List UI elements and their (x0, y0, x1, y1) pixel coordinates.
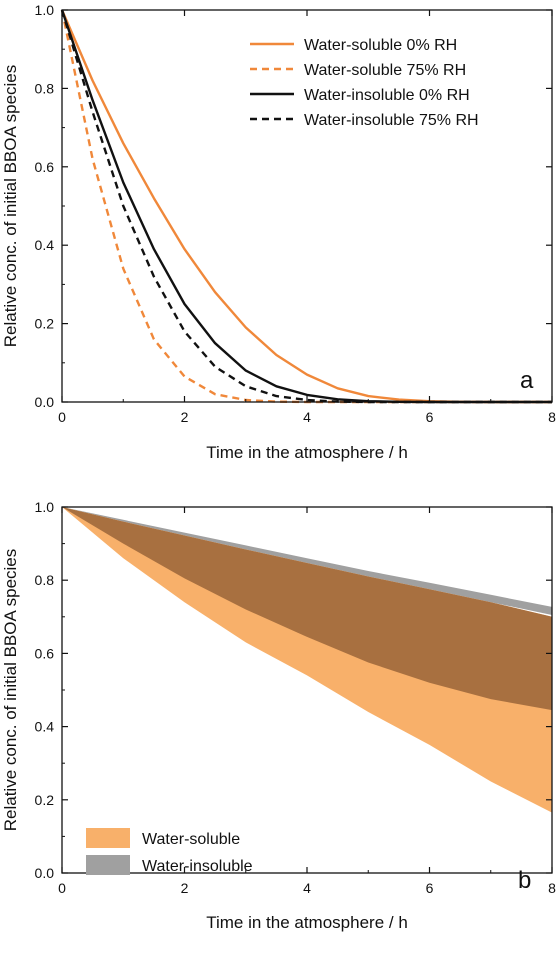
legend-label-1: Water-soluble 75% RH (304, 62, 466, 79)
x-tick-label: 2 (181, 409, 189, 425)
y-tick-label: 0.4 (35, 237, 55, 253)
panel-label: a (520, 367, 534, 394)
legend-label-0: Water-soluble 0% RH (304, 37, 457, 54)
x-tick-label: 2 (181, 880, 189, 896)
x-axis-title: Time in the atmosphere / h (206, 913, 408, 932)
legend-label-0: Water-insoluble (142, 858, 253, 875)
area-band-1 (62, 507, 552, 813)
x-tick-label: 4 (303, 409, 311, 425)
area-band-0 (62, 507, 552, 615)
y-axis-title: Relative conc. of initial BBOA species (1, 549, 20, 832)
x-axis-title: Time in the atmosphere / h (206, 443, 408, 462)
x-tick-label: 0 (58, 880, 66, 896)
legend-label-1: Water-soluble (142, 831, 240, 848)
y-tick-label: 0.8 (35, 572, 55, 588)
x-tick-label: 6 (426, 880, 434, 896)
y-tick-label: 0.0 (35, 394, 55, 410)
y-tick-label: 0.6 (35, 159, 55, 175)
legend-label-3: Water-insoluble 75% RH (304, 112, 479, 129)
y-tick-label: 1.0 (35, 2, 55, 18)
panel-b: 0 2 4 6 8 0.0 0.2 0.4 0.6 0.8 1.0 Time in the atmos… (1, 499, 556, 932)
y-tick-label: 0.2 (35, 792, 55, 808)
y-tick-label: 0.2 (35, 316, 55, 332)
panel-a: 0 2 4 6 8 0.0 0.2 0.4 0.6 0.8 1.0 Time in the atmos… (1, 2, 556, 462)
y-tick-label: 1.0 (35, 499, 55, 515)
y-tick-label: 0.6 (35, 645, 55, 661)
legend-swatch-1 (86, 828, 130, 848)
y-tick-label: 0.0 (35, 865, 55, 881)
x-tick-label: 8 (548, 880, 556, 896)
x-tick-label: 0 (58, 409, 66, 425)
x-tick-label: 4 (303, 880, 311, 896)
y-axis-title: Relative conc. of initial BBOA species (1, 65, 20, 348)
legend-label-2: Water-insoluble 0% RH (304, 87, 470, 104)
panel-label: b (518, 867, 531, 894)
legend-swatch-0 (86, 855, 130, 875)
x-tick-label: 8 (548, 409, 556, 425)
area-band-2 (62, 507, 552, 711)
y-tick-label: 0.8 (35, 80, 55, 96)
x-tick-label: 6 (426, 409, 434, 425)
y-tick-label: 0.4 (35, 719, 55, 735)
